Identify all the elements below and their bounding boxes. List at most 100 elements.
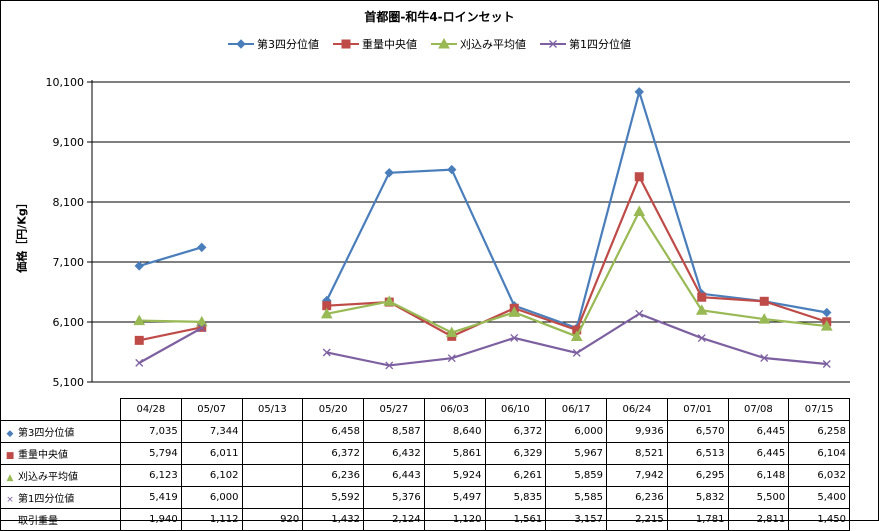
- data-label: 6,104: [788, 442, 850, 465]
- row-label: 重量中央値: [18, 450, 68, 461]
- data-label: 5,592: [302, 486, 364, 509]
- data-label: 6,458: [302, 420, 364, 443]
- data-label: 6,000: [180, 486, 243, 509]
- data-label: 6,445: [727, 420, 790, 443]
- point-triangle: [820, 320, 833, 331]
- data-label: 8,521: [606, 442, 668, 465]
- data-label: 2,124: [363, 508, 425, 531]
- data-label: 920: [241, 508, 304, 531]
- point-triangle: [570, 330, 583, 341]
- data-label: 5,419: [120, 486, 182, 509]
- point-triangle: [758, 313, 771, 324]
- data-label: [241, 420, 304, 443]
- line-chart: 5,100 6,100 7,100 8,100 9,100 10,100: [46, 76, 850, 389]
- data-label: 5,835: [484, 486, 547, 509]
- data-label: 6,372: [302, 442, 364, 465]
- x-tick-label: 06/24: [606, 398, 668, 421]
- data-label: 8,587: [363, 420, 425, 443]
- point-diamond: [134, 261, 144, 271]
- x-tick-label: 05/07: [180, 398, 243, 421]
- point-square: [759, 296, 769, 306]
- series-line-x: [138, 327, 203, 364]
- data-label: 1,112: [180, 508, 243, 531]
- point-x: [197, 324, 206, 332]
- data-label: [241, 486, 304, 509]
- legend-swatch: [431, 38, 457, 49]
- row-label: 取引重量: [18, 516, 58, 527]
- row-label: 第1四分位値: [18, 494, 75, 505]
- legend-item: 重量中央値: [333, 35, 417, 53]
- data-label: 5,585: [545, 486, 607, 509]
- point-x: [822, 360, 831, 368]
- data-label: 6,032: [788, 464, 850, 487]
- series-line-square: [139, 326, 202, 342]
- data-label: 7,035: [120, 420, 182, 443]
- point-x: [135, 358, 144, 367]
- data-label: 7,942: [606, 464, 668, 487]
- data-label: 1,781: [666, 508, 729, 531]
- series-line-triangle: [326, 209, 827, 338]
- point-x: [760, 354, 769, 362]
- row-marker-icon: ■: [5, 451, 15, 461]
- point-diamond: [384, 168, 394, 178]
- data-label: [241, 464, 304, 487]
- data-label: 6,443: [363, 464, 425, 487]
- x-tick-label: 06/10: [484, 398, 547, 421]
- point-square: [634, 172, 644, 182]
- data-label: 6,236: [302, 464, 364, 487]
- data-label: 6,148: [727, 464, 790, 487]
- data-label: 6,372: [484, 420, 547, 443]
- series-line-triangle: [139, 319, 202, 323]
- legend-swatch: [333, 39, 359, 49]
- data-label: 9,936: [606, 420, 668, 443]
- chart-title: 首都圏-和牛4-ロインセット: [364, 10, 515, 24]
- point-x: [447, 354, 456, 363]
- row-marker-icon: ▲: [6, 473, 14, 483]
- data-label: 5,861: [423, 442, 486, 465]
- point-x: [635, 309, 644, 318]
- point-diamond: [822, 307, 832, 318]
- table-row: 取引重量 1,940 1,112 920 1,432 2,124 1,120 1,561 3,1…: [0, 508, 850, 531]
- data-label: 1,940: [120, 508, 182, 531]
- data-label: 6,000: [545, 420, 607, 443]
- row-header: 取引重量: [0, 508, 121, 531]
- legend-swatch: [228, 39, 254, 49]
- data-label: 1,561: [484, 508, 547, 531]
- x-tick-label: 05/20: [302, 398, 364, 421]
- point-x: [572, 348, 581, 357]
- x-tick-label: 05/13: [241, 398, 304, 421]
- table-row: ■ 重量中央値 5,794 6,011 6,372 6,432 5,861 6,329 5,96…: [0, 442, 850, 465]
- data-label: 6,295: [666, 464, 729, 487]
- point-x: [510, 333, 519, 342]
- data-label: 5,376: [363, 486, 425, 509]
- table-row: ▲ 刈込み平均値 6,123 6,102 6,236 6,443 5,924 6,261 5,8…: [0, 464, 850, 487]
- data-label: 5,859: [545, 464, 607, 487]
- row-header: × 第1四分位値: [0, 486, 121, 509]
- point-x: [385, 361, 394, 370]
- legend-label: 刈込み平均値: [460, 38, 526, 51]
- legend-item: 第3四分位値: [228, 35, 319, 53]
- data-label: 1,432: [302, 508, 364, 531]
- point-triangle: [195, 315, 208, 327]
- series-line-diamond: [138, 246, 203, 267]
- data-table: 04/28 05/07 05/13 05/20 05/27 06/03 06/10 06/17…: [0, 398, 850, 531]
- x-tick-label: 07/08: [727, 398, 790, 421]
- data-label: 7,344: [180, 420, 243, 443]
- row-marker-icon: ×: [6, 495, 14, 505]
- legend-label: 第1四分位値: [569, 38, 631, 51]
- point-triangle: [695, 304, 708, 315]
- point-triangle: [508, 306, 521, 317]
- x-tick-label: 07/15: [788, 398, 850, 421]
- data-label: 5,967: [545, 442, 607, 465]
- data-label: 2,811: [727, 508, 790, 531]
- legend-item: 刈込み平均値: [431, 35, 526, 53]
- data-label: [241, 442, 304, 465]
- table-row: ◆ 第3四分位値 7,035 7,344 6,458 8,587 8,640 6,372 6,0…: [0, 420, 850, 443]
- data-label: 1,450: [788, 508, 850, 531]
- point-diamond: [634, 87, 644, 97]
- y-tick-label: 10,100: [46, 76, 85, 89]
- data-label: 6,513: [666, 442, 729, 465]
- y-tick-label: 8,100: [53, 196, 85, 209]
- data-label: 6,011: [180, 442, 243, 465]
- data-label: 6,236: [606, 486, 668, 509]
